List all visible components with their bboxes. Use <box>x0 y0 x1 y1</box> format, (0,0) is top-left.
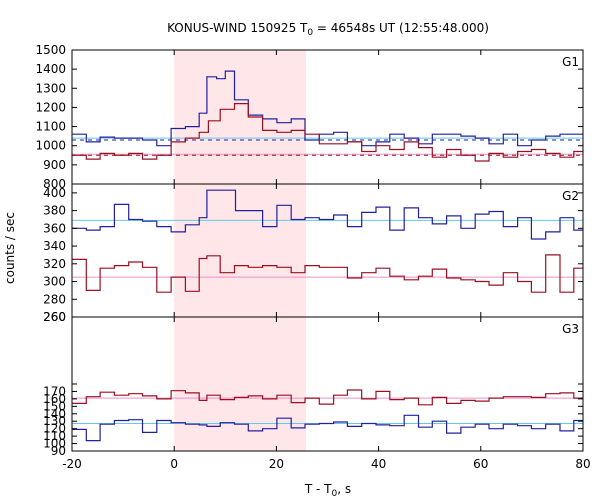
y-tick-label: 1300 <box>35 81 66 95</box>
panel-g2: 260 280 300 320 340 360 380 400 G2 <box>43 183 584 324</box>
y-tick-label: 400 <box>43 186 66 200</box>
x-tick-label: 40 <box>371 457 386 471</box>
panel-label: G1 <box>562 55 579 69</box>
y-tick-label: 150 <box>43 399 66 413</box>
panel-g3-frame <box>71 316 584 452</box>
y-tick-label: 340 <box>43 239 66 253</box>
y-tick-label: 110 <box>43 429 66 443</box>
y-tick-label: 1000 <box>35 139 66 153</box>
panels: 800 900 1000 1100 1200 1300 1400 1500 G1 260 280 30… <box>35 43 584 458</box>
panel-g3-series-red <box>72 389 583 406</box>
x-axis: -20 0 20 40 60 80 <box>62 50 591 471</box>
panel-g1-frame <box>71 49 584 185</box>
y-tick-label: 100 <box>43 437 66 451</box>
y-tick-label: 360 <box>43 221 66 235</box>
y-tick-label: 140 <box>43 407 66 421</box>
panel-g2-frame <box>71 183 584 318</box>
y-tick-label: 320 <box>43 257 66 271</box>
panel-g3-series-blue <box>72 414 583 442</box>
burst-interval-rect <box>174 50 307 451</box>
y-tick-label: 800 <box>43 177 66 191</box>
y-tick-label: 1200 <box>35 100 66 114</box>
x-tick-label: -20 <box>62 457 82 471</box>
y-tick-label: 1500 <box>35 43 66 57</box>
panel-label: G2 <box>562 189 579 203</box>
y-tick-label: 1400 <box>35 62 66 76</box>
x-tick-label: 20 <box>269 457 284 471</box>
panel-g1: 800 900 1000 1100 1200 1300 1400 1500 G1 <box>35 43 584 191</box>
y-tick-label: 300 <box>43 275 66 289</box>
x-tick-label: 80 <box>575 457 590 471</box>
y-axis-label: counts / sec <box>3 212 17 284</box>
x-tick-label: 0 <box>170 457 178 471</box>
panel-g1-series-blue <box>72 70 583 147</box>
y-tick-label: 170 <box>43 384 66 398</box>
y-tick-label: 1100 <box>35 120 66 134</box>
y-tick-label: 90 <box>51 444 66 458</box>
y-tick-label: 280 <box>43 292 66 306</box>
y-tick-label: 900 <box>43 158 66 172</box>
panel-g2-series-red <box>72 254 583 293</box>
y-tick-label: 120 <box>43 422 66 436</box>
y-tick-label: 160 <box>43 392 66 406</box>
y-tick-label: 130 <box>43 414 66 428</box>
chart-title: KONUS-WIND 150925 T0 = 46548s UT (12:55:… <box>167 21 489 38</box>
y-tick-label: 260 <box>43 310 66 324</box>
panel-g2-series-blue <box>72 189 583 240</box>
y-tick-label: 260 <box>43 310 66 324</box>
panel-label: G3 <box>562 322 579 336</box>
y-tick-label: 380 <box>43 204 66 218</box>
panel-g1-series-red <box>72 103 583 162</box>
x-axis-label: T - T0, s <box>304 482 351 499</box>
burst-interval-highlight <box>174 50 307 451</box>
x-tick-label: 60 <box>473 457 488 471</box>
